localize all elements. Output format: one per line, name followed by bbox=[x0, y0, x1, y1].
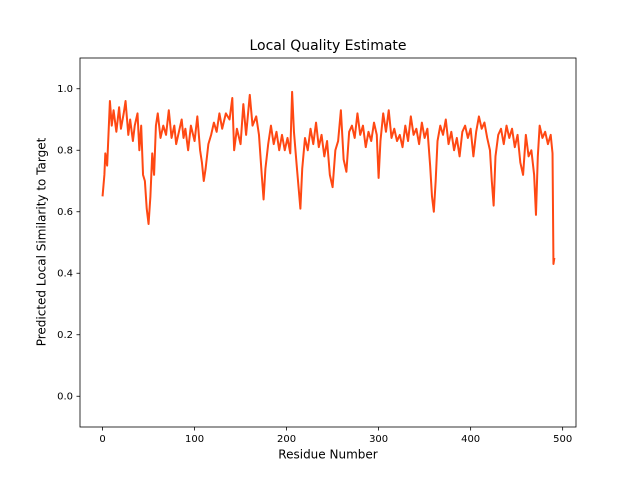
y-tick-label: 1.0 bbox=[57, 84, 73, 95]
data-line bbox=[101, 90, 556, 266]
x-tick-label: 300 bbox=[369, 434, 388, 445]
plot-frame bbox=[79, 57, 577, 428]
y-axis-label: Predicted Local Similarity to Target bbox=[35, 137, 49, 346]
x-axis-label: Residue Number bbox=[278, 448, 377, 462]
x-tick-label: 100 bbox=[185, 434, 204, 445]
x-tick-label: 0 bbox=[99, 434, 105, 445]
y-tick-label: 0.2 bbox=[57, 330, 73, 341]
y-tick-label: 0.0 bbox=[57, 391, 73, 402]
x-tick-label: 500 bbox=[553, 434, 572, 445]
x-tick-label: 400 bbox=[461, 434, 480, 445]
y-tick-label: 0.6 bbox=[57, 207, 73, 218]
chart-title: Local Quality Estimate bbox=[249, 38, 406, 54]
y-tick-label: 0.4 bbox=[57, 268, 73, 279]
x-tick-label: 200 bbox=[277, 434, 296, 445]
y-tick-label: 0.8 bbox=[57, 145, 73, 156]
